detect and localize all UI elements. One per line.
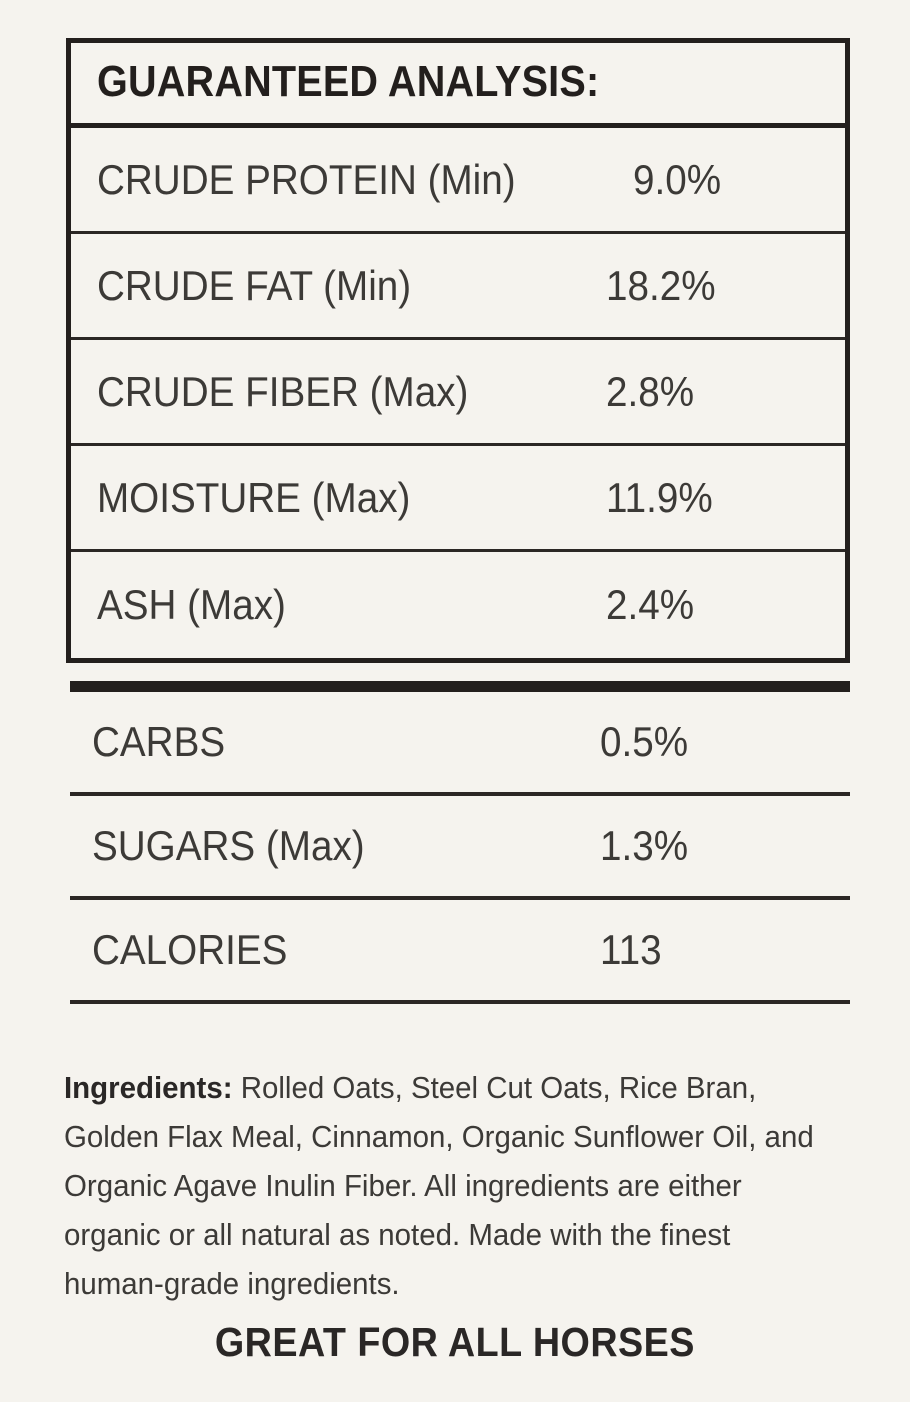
nutrient-label-carbs: CARBS <box>92 718 226 765</box>
secondary-analysis-table: CARBS 0.5% SUGARS (Max) 1.3% CALORIES 11… <box>70 692 850 1004</box>
tagline-container: GREAT FOR ALL HORSES <box>0 1322 910 1363</box>
table-row: CRUDE FIBER (Max) 2.8% <box>71 340 845 446</box>
nutrient-value-carbs: 0.5% <box>600 718 689 765</box>
nutrient-label-crude-fiber: CRUDE FIBER (Max) <box>97 367 469 415</box>
guaranteed-analysis-title: GUARANTEED ANALYSIS: <box>97 57 600 106</box>
guaranteed-analysis-box: GUARANTEED ANALYSIS: CRUDE PROTEIN (Min)… <box>66 38 850 663</box>
nutrient-label-sugars: SUGARS (Max) <box>92 822 365 869</box>
tagline-text: GREAT FOR ALL HORSES <box>214 1319 696 1365</box>
ingredients-paragraph: Ingredients: Rolled Oats, Steel Cut Oats… <box>64 1063 824 1308</box>
ingredients-body: Rolled Oats, Steel Cut Oats, Rice Bran, … <box>64 1070 814 1301</box>
nutrient-value-moisture: 11.9% <box>606 473 713 521</box>
table-row: ASH (Max) 2.4% <box>71 552 845 658</box>
table-row: CARBS 0.5% <box>70 692 850 796</box>
table-row: CRUDE PROTEIN (Min) 9.0% <box>71 128 845 234</box>
table-row: SUGARS (Max) 1.3% <box>70 796 850 900</box>
nutrient-value-crude-fat: 18.2% <box>606 261 716 309</box>
nutrient-value-crude-protein: 9.0% <box>633 155 722 203</box>
nutrient-value-ash: 2.4% <box>606 581 695 628</box>
nutrient-label-crude-fat: CRUDE FAT (Min) <box>97 261 412 309</box>
guaranteed-analysis-header: GUARANTEED ANALYSIS: <box>71 43 845 128</box>
section-divider <box>70 681 850 692</box>
nutrient-label-calories: CALORIES <box>92 926 288 973</box>
nutrient-label-moisture: MOISTURE (Max) <box>97 473 411 521</box>
nutrient-value-sugars: 1.3% <box>600 822 689 869</box>
nutrient-value-calories: 113 <box>600 926 662 973</box>
nutrient-label-ash: ASH (Max) <box>97 581 286 628</box>
table-row: MOISTURE (Max) 11.9% <box>71 446 845 552</box>
table-row: CRUDE FAT (Min) 18.2% <box>71 234 845 340</box>
table-row: CALORIES 113 <box>70 900 850 1004</box>
ingredients-heading: Ingredients: <box>64 1070 233 1105</box>
nutrient-value-crude-fiber: 2.8% <box>606 367 695 415</box>
nutrient-label-crude-protein: CRUDE PROTEIN (Min) <box>97 155 516 203</box>
